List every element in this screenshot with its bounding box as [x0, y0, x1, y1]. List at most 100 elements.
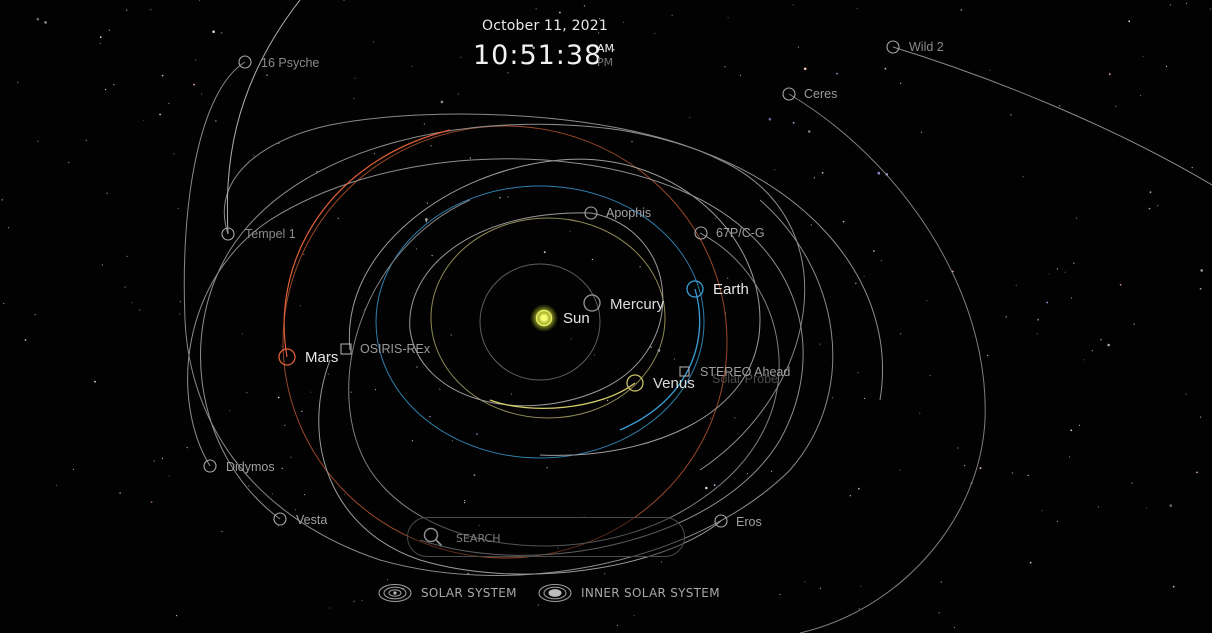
earth-marker[interactable] — [686, 280, 704, 298]
star — [639, 266, 641, 268]
stereo-ahead-label[interactable]: STEREO Ahead — [700, 365, 790, 379]
star — [159, 113, 162, 116]
venus-label[interactable]: Venus — [653, 375, 695, 392]
star — [36, 17, 40, 21]
star — [271, 493, 274, 495]
osiris-rex-marker[interactable] — [340, 343, 352, 355]
star — [803, 67, 807, 71]
star — [350, 391, 352, 393]
didymos-label[interactable]: Didymos — [226, 460, 275, 474]
mercury-marker[interactable] — [583, 294, 601, 312]
star — [863, 275, 865, 278]
67p-label[interactable]: 67P/C-G — [716, 226, 765, 240]
venus-marker[interactable] — [626, 374, 644, 392]
apophis-marker[interactable] — [584, 206, 598, 220]
star — [179, 313, 181, 315]
star — [960, 9, 963, 11]
wild-2-marker[interactable] — [886, 40, 900, 54]
star — [386, 579, 389, 581]
wild-2-label[interactable]: Wild 2 — [909, 40, 944, 54]
apophis-label[interactable]: Apophis — [606, 206, 651, 220]
star — [476, 433, 478, 436]
star — [857, 372, 859, 374]
star — [1115, 105, 1117, 107]
star — [899, 469, 901, 471]
star — [622, 21, 625, 23]
am-pm-toggle[interactable]: AM PM — [597, 42, 614, 70]
psyche-marker[interactable] — [238, 55, 252, 69]
mars-orbit — [282, 125, 728, 559]
star — [1056, 268, 1058, 270]
search-input[interactable] — [454, 527, 668, 549]
search-box[interactable] — [407, 517, 685, 557]
star — [284, 424, 286, 426]
star — [423, 123, 425, 125]
star — [570, 338, 572, 340]
date-time-display[interactable]: October 11, 2021 10:51:38 AM PM — [440, 18, 650, 74]
apophis-orbit — [409, 212, 664, 407]
star — [439, 388, 441, 390]
star — [929, 374, 931, 377]
sun-label[interactable]: Sun — [563, 310, 590, 327]
sun-icon — [540, 314, 548, 322]
solar-system-button[interactable]: SOLAR SYSTEM — [378, 582, 517, 604]
star — [299, 305, 302, 307]
vesta-marker[interactable] — [273, 512, 287, 526]
star — [281, 345, 283, 347]
eros-marker[interactable] — [714, 514, 728, 528]
star — [612, 48, 615, 51]
star — [1185, 393, 1187, 395]
star — [1107, 343, 1110, 347]
ceres-label[interactable]: Ceres — [804, 87, 837, 101]
star — [175, 615, 178, 617]
star — [771, 470, 773, 472]
star — [705, 486, 708, 490]
star — [1097, 506, 1099, 508]
star — [1071, 297, 1073, 299]
star — [1119, 283, 1122, 286]
star — [108, 29, 110, 31]
pm-option[interactable]: PM — [597, 56, 614, 69]
star — [873, 250, 875, 252]
star — [177, 207, 179, 209]
didymos-marker[interactable] — [203, 459, 217, 473]
sun-marker[interactable] — [530, 304, 558, 332]
tempel-1-label[interactable]: Tempel 1 — [245, 227, 296, 241]
osiris-rex-label[interactable]: OSIRIS-REx — [360, 342, 431, 356]
inner-solar-system-button[interactable]: INNER SOLAR SYSTEM — [538, 582, 720, 604]
ceres-marker[interactable] — [782, 87, 796, 101]
star — [426, 202, 428, 204]
star — [246, 392, 248, 394]
star — [1157, 205, 1159, 207]
psyche-label[interactable]: 16 Psyche — [261, 56, 319, 70]
solar-probe-label[interactable]: Solar Probe — [712, 372, 778, 386]
star — [535, 8, 537, 10]
star — [559, 11, 561, 14]
star — [440, 100, 444, 104]
tempel-1-marker[interactable] — [221, 227, 235, 241]
mars-marker[interactable] — [278, 348, 296, 366]
star — [411, 65, 413, 67]
eros-label[interactable]: Eros — [736, 515, 762, 529]
star — [281, 467, 283, 469]
star — [957, 447, 959, 449]
67p-marker[interactable] — [694, 226, 708, 240]
star — [569, 230, 571, 232]
star — [1015, 284, 1017, 286]
earth-orbit — [375, 185, 705, 459]
am-option[interactable]: AM — [597, 42, 615, 55]
earth-label[interactable]: Earth — [713, 281, 749, 298]
mercury-label[interactable]: Mercury — [610, 296, 665, 313]
venus-trail — [489, 382, 636, 409]
star — [248, 485, 250, 487]
star — [220, 32, 223, 34]
star — [429, 416, 431, 418]
star — [327, 373, 329, 375]
star — [85, 139, 87, 141]
stereo-ahead-marker[interactable] — [679, 366, 690, 377]
star — [1005, 316, 1007, 318]
mars-label[interactable]: Mars — [305, 349, 338, 366]
vesta-label[interactable]: Vesta — [296, 513, 327, 527]
